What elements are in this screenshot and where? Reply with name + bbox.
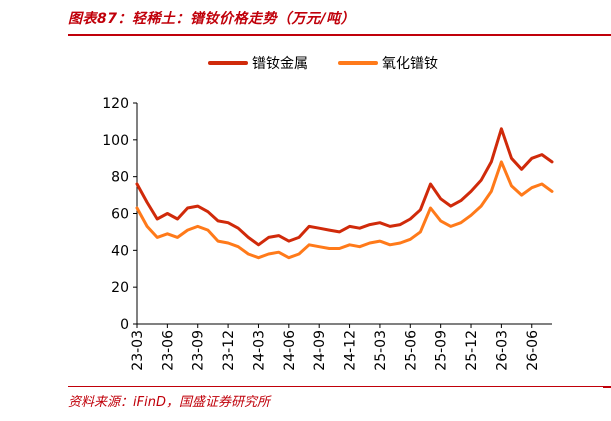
- x-tick-label: 25-06: [403, 330, 419, 371]
- y-tick-label: 80: [111, 170, 129, 186]
- x-tick-label: 25-12: [464, 330, 480, 371]
- x-tick-label: 26-03: [494, 330, 510, 371]
- source-note: 资料来源：iFinD，国盛证券研究所: [68, 395, 270, 410]
- y-tick-label: 100: [102, 133, 129, 149]
- x-tick-label: 24-06: [282, 330, 298, 371]
- chart-series: [135, 127, 554, 260]
- x-tick-label: 25-09: [434, 330, 450, 371]
- legend-label-lanthanum-cerium-metal: 镨钕金属: [252, 56, 308, 72]
- x-tick-label: 23-06: [160, 330, 176, 371]
- legend-label-lanthanum-cerium-oxide: 氧化镨钕: [382, 56, 438, 72]
- chart-title: 图表87：轻稀土：镨钕价格走势（万元/吨）: [68, 11, 356, 27]
- chart-header: 图表87：轻稀土：镨钕价格走势（万元/吨）: [0, 0, 611, 40]
- chart-legend: 镨钕金属 氧化镨钕: [208, 56, 438, 72]
- y-tick-label: 60: [111, 207, 129, 223]
- x-tick-label: 23-12: [221, 330, 237, 371]
- x-tick-label: 23-09: [191, 330, 207, 371]
- x-tick-label: 26-06: [525, 330, 541, 371]
- source-divider: [68, 386, 611, 387]
- x-tick-label: 25-03: [373, 330, 389, 371]
- x-tick-label: 23-03: [130, 330, 146, 371]
- series-line-lanthanum-cerium-oxide: [135, 160, 554, 260]
- title-divider: [68, 34, 611, 36]
- x-tick-label: 24-09: [312, 330, 328, 371]
- y-tick-label: 120: [102, 96, 129, 112]
- x-tick-label: 24-03: [251, 330, 267, 371]
- x-tick-label: 24-12: [343, 330, 359, 371]
- y-tick-label: 40: [111, 243, 129, 259]
- title-divider-stub: [603, 34, 611, 36]
- y-tick-label: 0: [120, 317, 129, 333]
- source-divider-stub: [603, 386, 611, 388]
- y-tick-label: 20: [111, 280, 129, 296]
- chart-axes: 0 20 40 60 80 100 120 23-03 23-06 23-09 23-12 24-03…: [102, 96, 552, 371]
- series-line-lanthanum-cerium-metal: [135, 127, 554, 247]
